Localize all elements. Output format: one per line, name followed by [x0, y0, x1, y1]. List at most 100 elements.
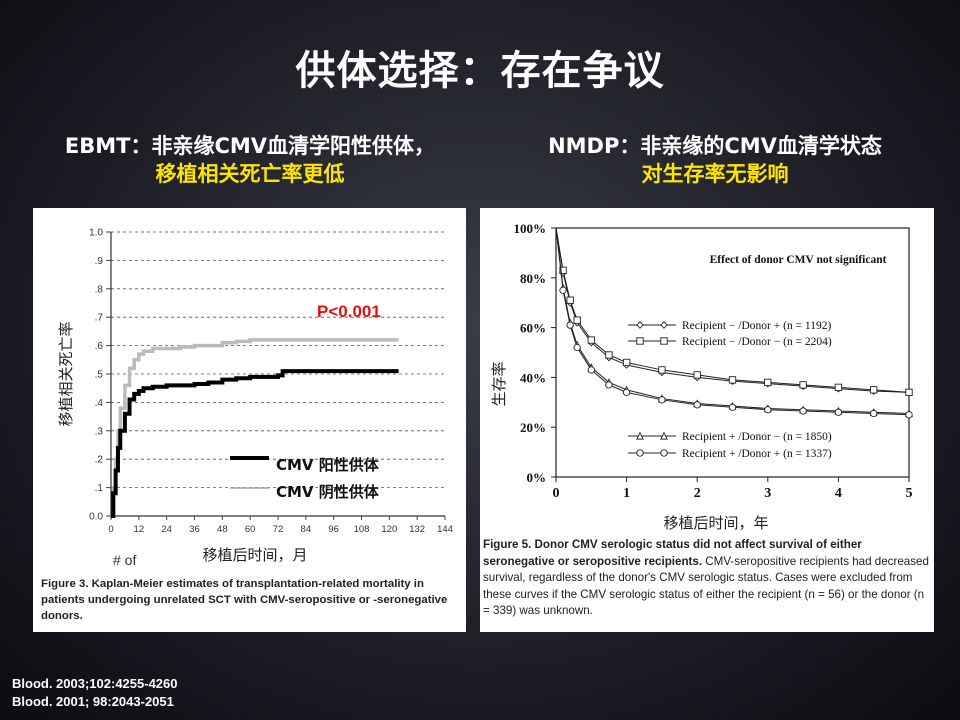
- data-point-square: [622, 358, 631, 367]
- legend-marker-triangle: [636, 431, 644, 440]
- reference-2: Blood. 2001; 98:2043-2051: [12, 694, 174, 709]
- right-caption-bold: Figure 5. Donor CMV serologic status did…: [483, 538, 862, 568]
- reference-1: Blood. 2003;102:4255-4260: [12, 676, 178, 691]
- data-point-circle: [573, 343, 581, 352]
- right-subheading-line1: NMDP：非亲缘的CMV血清学状态: [548, 134, 882, 158]
- data-point-square: [573, 316, 581, 324]
- data-point-circle: [799, 407, 807, 415]
- x-tick-label: 0: [553, 486, 560, 501]
- x-footer-label: # of: [113, 552, 136, 568]
- y-tick-label: 0%: [527, 470, 547, 485]
- right-figure-panel: 0% 20% 40% 60% 80% 100% 0 1 2 3 4 5 Effect of donor …: [480, 208, 934, 632]
- y-tick-label: .7: [95, 313, 104, 324]
- data-point-circle: [728, 403, 737, 411]
- data-point-circle: [559, 286, 567, 294]
- data-point-square: [566, 296, 574, 304]
- data-point-circle: [834, 408, 843, 416]
- y-tick-label: 0.0: [89, 512, 103, 523]
- plot-frame: [555, 227, 910, 478]
- left-figure-panel: 0.0 .1 .2 .3 .4 .5 .6 .7 .8 .9 1.0 0 12 24 36 48 60 72 84 9…: [33, 208, 466, 632]
- y-tick-label: .2: [95, 455, 104, 466]
- x-tick-label: 108: [354, 524, 370, 535]
- data-point-square: [658, 366, 666, 374]
- data-point-square: [693, 371, 701, 379]
- y-tick-label: .6: [95, 341, 104, 352]
- right-figure-caption: Figure 5. Donor CMV serologic status did…: [483, 537, 933, 620]
- x-tick-label: 48: [217, 524, 228, 535]
- legend-marker-diamond: [636, 321, 644, 329]
- data-point-circle: [870, 409, 878, 418]
- y-tick-label: .3: [95, 426, 104, 437]
- x-tick-label: 132: [409, 524, 425, 535]
- legend-marker-circle: [660, 449, 668, 457]
- y-tick-label: 40%: [520, 370, 546, 385]
- x-tick-label: 12: [134, 524, 145, 535]
- series-line-square: [555, 227, 910, 393]
- legend-label-cmv-positive: CMV 阳性供体: [276, 456, 380, 474]
- x-tick-label: 2: [694, 486, 701, 501]
- x-tick-label: 72: [273, 524, 284, 535]
- data-point-square: [905, 388, 913, 396]
- legend-label-cmv-negative: CMV 阴性供体: [276, 483, 380, 501]
- data-point-square: [834, 383, 843, 392]
- y-tick-label: .1: [95, 483, 104, 494]
- data-point-square: [605, 351, 613, 359]
- x-tick-label: 60: [245, 524, 256, 535]
- slide-title: 供体选择：存在争议: [295, 48, 665, 94]
- x-tick-label: 36: [189, 524, 200, 535]
- data-point-square: [587, 336, 595, 344]
- data-point-circle: [622, 388, 631, 396]
- y-tick-label: 100%: [514, 221, 547, 236]
- data-point-circle: [605, 381, 613, 389]
- data-point-square: [870, 386, 878, 394]
- x-tick-label: 0: [108, 524, 113, 535]
- x-tick-label: 96: [328, 524, 339, 535]
- chart-title: Effect of donor CMV not significant: [710, 254, 887, 266]
- left-subheading: EBMT：非亲缘CMV血清学阳性供体， 移植相关死亡率更低: [30, 132, 470, 188]
- series-line-diamond: [555, 227, 910, 393]
- legend-marker-triangle: [660, 431, 668, 440]
- y-tick-label: .9: [95, 256, 104, 267]
- y-tick-label: .5: [95, 370, 104, 381]
- x-tick-label: 3: [764, 486, 771, 501]
- legend-label-triangle: Recipient + /Donor − (n = 1850): [682, 431, 832, 443]
- right-subheading: NMDP：非亲缘的CMV血清学状态 对生存率无影响: [490, 132, 940, 188]
- data-point-circle: [693, 401, 701, 409]
- y-tick-label: .8: [95, 284, 104, 295]
- data-point-circle: [658, 396, 666, 404]
- legend-marker-square: [660, 337, 668, 345]
- data-point-square: [728, 376, 737, 384]
- y-tick-label: 80%: [520, 271, 546, 286]
- y-axis-label: 移植相关死亡率: [57, 321, 75, 426]
- x-tick-label: 144: [437, 524, 453, 535]
- series-line-cmv-positive: [111, 369, 399, 518]
- left-subheading-line2: 移植相关死亡率更低: [155, 162, 345, 186]
- legend-marker-square: [636, 337, 644, 345]
- y-axis-label: 生存率: [490, 361, 508, 406]
- x-tick-label: 24: [161, 524, 172, 535]
- right-subheading-line2: 对生存率无影响: [641, 162, 789, 186]
- data-point-circle: [764, 406, 772, 414]
- x-tick-label: 84: [301, 524, 312, 535]
- survival-chart: 0% 20% 40% 60% 80% 100% 0 1 2 3 4 5 Effect of donor …: [490, 221, 913, 532]
- legend-marker-diamond: [660, 321, 668, 329]
- x-tick-label: 120: [381, 524, 397, 535]
- x-tick-label: 4: [835, 486, 842, 501]
- x-axis-label: 移植后时间，年: [663, 514, 768, 532]
- p-value-annotation: P<0.001: [317, 302, 381, 321]
- data-point-square: [799, 381, 807, 389]
- legend-label-diamond: Recipient − /Donor + (n = 1192): [682, 320, 832, 332]
- data-point-square: [559, 266, 567, 274]
- legend-label-square: Recipient − /Donor − (n = 2204): [682, 336, 832, 348]
- y-tick-label: 20%: [520, 420, 546, 435]
- data-point-circle: [587, 366, 595, 374]
- data-point-circle: [905, 411, 913, 419]
- left-subheading-line1: EBMT：非亲缘CMV血清学阳性供体，: [64, 134, 436, 158]
- legend-marker-circle: [636, 449, 644, 457]
- mortality-chart: 0.0 .1 .2 .3 .4 .5 .6 .7 .8 .9 1.0 0 12 24 36 48 60 72 84 9…: [57, 228, 453, 569]
- y-tick-label: 60%: [520, 321, 546, 336]
- y-tick-label: 1.0: [89, 228, 103, 239]
- x-axis-label: 移植后时间，月: [202, 546, 307, 564]
- data-point-circle: [566, 321, 574, 329]
- legend-label-circle: Recipient + /Donor + (n = 1337): [682, 448, 832, 460]
